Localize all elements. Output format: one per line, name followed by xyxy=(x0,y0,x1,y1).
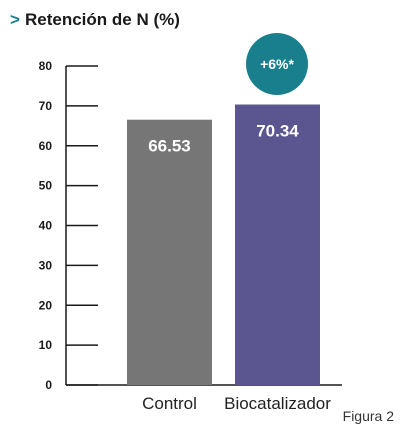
y-tick-label: 0 xyxy=(45,378,52,392)
y-tick-label: 40 xyxy=(39,219,53,233)
y-tick-label: 20 xyxy=(39,298,53,312)
y-tick-label: 10 xyxy=(39,338,53,352)
increase-badge: +6%* xyxy=(246,33,308,95)
bar-biocatalizador xyxy=(235,104,320,385)
figure-caption: Figura 2 xyxy=(343,408,395,424)
value-label-biocatalizador: 70.34 xyxy=(256,122,299,141)
bars xyxy=(127,104,320,386)
category-label-control: Control xyxy=(142,394,197,413)
category-label-biocatalizador: Biocatalizador xyxy=(224,394,331,413)
y-tick-label: 60 xyxy=(39,139,53,153)
y-tick-label: 80 xyxy=(39,59,53,73)
bar-control xyxy=(127,119,212,386)
badge-text: +6%* xyxy=(260,56,294,72)
y-tick-label: 30 xyxy=(39,258,53,272)
badge-circle xyxy=(246,33,308,95)
y-tick-label: 70 xyxy=(39,99,53,113)
title-marker: > xyxy=(10,10,20,29)
chart-title: Retención de N (%) xyxy=(25,10,180,29)
bar-labels: 66.53 Control 70.34 Biocatalizador xyxy=(142,122,331,413)
value-label-control: 66.53 xyxy=(148,137,191,156)
y-axis: 0 10 20 30 40 50 60 70 80 xyxy=(39,59,342,392)
y-tick-label: 50 xyxy=(39,179,53,193)
